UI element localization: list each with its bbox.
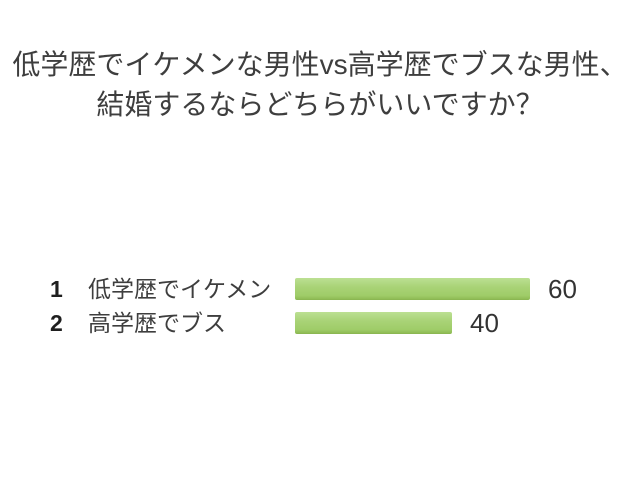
option-label: 高学歴でブス [88,310,226,336]
poll-option-row: 2 高学歴でブス 40 [0,308,640,338]
poll-title: 低学歴でイケメンな男性vs高学歴でブスな男性、 結婚するならどちらがいいですか？ [0,45,640,125]
option-bar-area: 60 [295,274,577,304]
option-rank: 2 [50,310,63,336]
poll-title-line-1: 低学歴でイケメンな男性vs高学歴でブスな男性、 [12,49,628,80]
option-value: 40 [470,308,499,338]
option-bar-area: 40 [295,308,499,338]
poll-title-line-2: 結婚するならどちらがいいですか？ [96,89,544,120]
result-bar [295,312,452,334]
result-bar [295,278,530,300]
option-rank: 1 [50,276,63,302]
poll-option-row: 1 低学歴でイケメン 60 [0,274,640,304]
option-label: 低学歴でイケメン [88,276,272,302]
option-value: 60 [548,274,577,304]
